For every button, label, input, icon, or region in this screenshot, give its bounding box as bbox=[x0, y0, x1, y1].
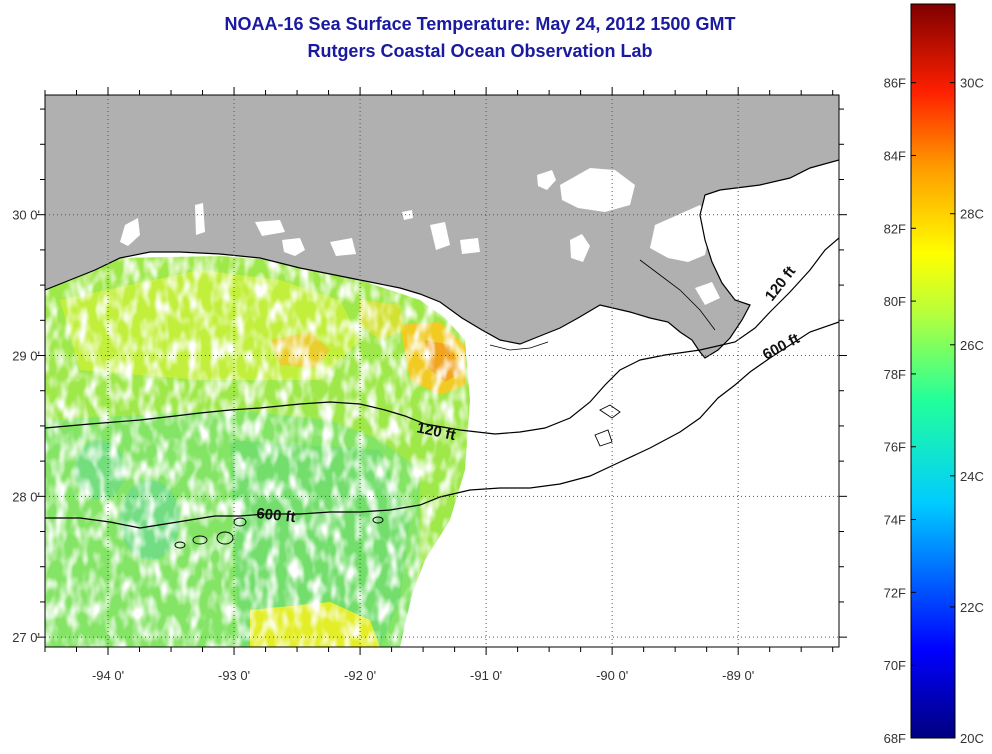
colorbar-label-celsius: 24C bbox=[960, 469, 984, 484]
colorbar-label-fahrenheit: 78F bbox=[884, 367, 906, 382]
lon-tick-label: -89 0' bbox=[722, 668, 754, 683]
colorbar-label-celsius: 20C bbox=[960, 731, 984, 746]
colorbar-label-fahrenheit: 80F bbox=[884, 294, 906, 309]
colorbar-label-fahrenheit: 86F bbox=[884, 76, 906, 91]
lat-tick-label: 29 0' bbox=[12, 349, 40, 364]
colorbar bbox=[910, 3, 956, 739]
lon-tick-label: -94 0' bbox=[92, 668, 124, 683]
coastline bbox=[45, 159, 839, 359]
map-axis-labels: -94 0' -93 0' -92 0' -91 0' -90 0' -89 0' 30 0… bbox=[12, 208, 754, 683]
map-grid bbox=[45, 95, 839, 647]
lon-tick-label: -93 0' bbox=[218, 668, 250, 683]
contour-label-600ft-west: 600 ft bbox=[256, 505, 297, 526]
map-subtitle: Rutgers Coastal Ocean Observation Lab bbox=[307, 41, 653, 61]
colorbar-ticks bbox=[911, 82, 955, 739]
map-title: NOAA-16 Sea Surface Temperature: May 24,… bbox=[224, 14, 736, 34]
colorbar-label-celsius: 26C bbox=[960, 338, 984, 353]
lon-tick-label: -90 0' bbox=[596, 668, 628, 683]
lakes bbox=[120, 168, 720, 305]
contour-120ft bbox=[45, 237, 839, 435]
map-ticks bbox=[37, 87, 847, 655]
colorbar-label-fahrenheit: 68F bbox=[884, 731, 906, 746]
colorbar-label-fahrenheit: 76F bbox=[884, 440, 906, 455]
map-frame bbox=[44, 94, 840, 648]
lat-tick-label: 28 0' bbox=[12, 489, 40, 504]
colorbar-label-fahrenheit: 84F bbox=[884, 148, 906, 163]
lon-tick-label: -92 0' bbox=[344, 668, 376, 683]
colorbar-label-celsius: 28C bbox=[960, 207, 984, 222]
colorbar-label-fahrenheit: 74F bbox=[884, 513, 906, 528]
contour-600ft bbox=[45, 321, 839, 529]
lat-tick-label: 27 0' bbox=[12, 630, 40, 645]
colorbar-label-fahrenheit: 72F bbox=[884, 585, 906, 600]
colorbar-label-fahrenheit: 70F bbox=[884, 658, 906, 673]
colorbar-labels: 20C 22C 24C 26C 28C 30C 68F 70F 72F 74F 76F 78F 80F 8… bbox=[884, 76, 984, 746]
colorbar-label-celsius: 22C bbox=[960, 600, 984, 615]
lon-tick-label: -91 0' bbox=[470, 668, 502, 683]
lat-tick-label: 30 0' bbox=[12, 208, 40, 223]
colorbar-label-celsius: 30C bbox=[960, 76, 984, 91]
colorbar-label-fahrenheit: 82F bbox=[884, 221, 906, 236]
